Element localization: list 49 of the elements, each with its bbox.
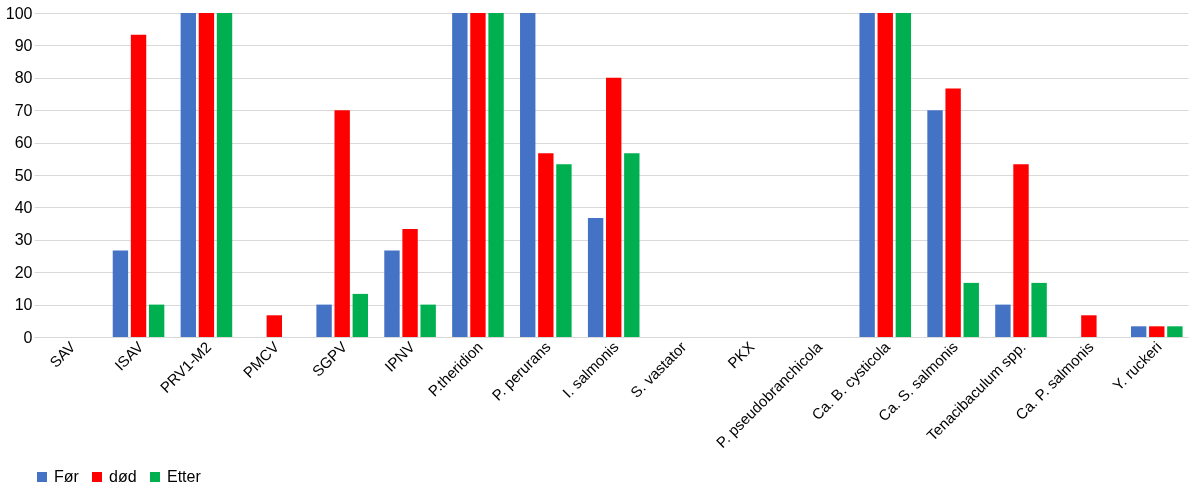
bar xyxy=(198,13,215,337)
bar xyxy=(112,250,129,337)
bar xyxy=(624,153,640,337)
bar xyxy=(180,13,197,337)
bar xyxy=(334,110,350,337)
bar xyxy=(895,13,912,337)
bar xyxy=(316,304,332,337)
bar xyxy=(963,282,979,337)
y-tick-label: 40 xyxy=(14,198,33,216)
y-tick-label: 0 xyxy=(23,328,33,346)
y-tick-label: 90 xyxy=(14,36,33,54)
bar xyxy=(859,13,875,337)
bar xyxy=(488,13,504,337)
bar xyxy=(266,315,282,337)
y-tick-label: 50 xyxy=(14,166,33,184)
bar xyxy=(148,304,165,337)
bar xyxy=(1167,326,1183,337)
bar xyxy=(420,304,436,337)
legend-label: Etter xyxy=(167,468,202,485)
bar xyxy=(927,110,943,337)
y-tick-label: 100 xyxy=(5,4,33,22)
bar xyxy=(520,13,536,337)
bar xyxy=(877,13,893,337)
bar xyxy=(1149,326,1165,337)
bar xyxy=(470,13,486,337)
bar xyxy=(216,13,233,337)
y-tick-label: 70 xyxy=(14,101,33,119)
bar xyxy=(538,153,554,337)
bar xyxy=(1031,282,1047,337)
legend-label: død xyxy=(109,468,137,485)
legend-label: Før xyxy=(54,468,80,485)
y-tick-label: 60 xyxy=(14,134,33,152)
bar xyxy=(1013,164,1029,337)
bar xyxy=(402,229,418,337)
bar xyxy=(995,304,1011,337)
y-tick-label: 80 xyxy=(14,69,33,87)
y-tick-label: 30 xyxy=(14,231,33,249)
bar xyxy=(352,293,368,337)
y-tick-label: 20 xyxy=(14,263,33,281)
y-tick-label: 10 xyxy=(14,296,33,314)
bar xyxy=(452,13,468,337)
bar xyxy=(1130,326,1147,337)
bar xyxy=(130,34,147,337)
bar xyxy=(556,164,572,337)
bar xyxy=(1081,315,1097,337)
bar xyxy=(606,77,622,337)
bar xyxy=(384,250,400,337)
bar xyxy=(587,218,604,337)
bar xyxy=(945,88,961,337)
